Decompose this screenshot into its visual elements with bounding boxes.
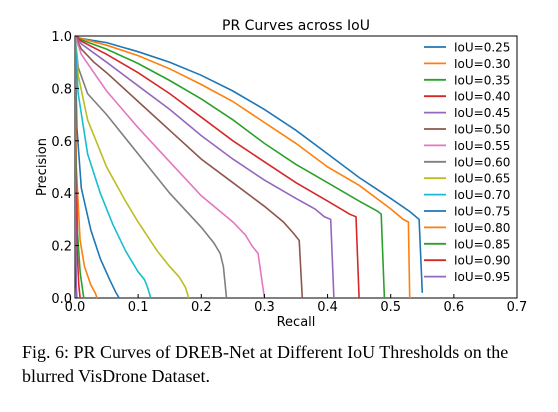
series-line-9 — [75, 35, 190, 299]
series-line-15 — [75, 35, 78, 299]
legend-entry: IoU=0.35 — [454, 73, 510, 87]
y-tick-label: 0.2 — [51, 240, 72, 255]
series-line-3 — [75, 35, 386, 299]
series-line-1 — [75, 35, 424, 293]
series-line-4 — [75, 35, 360, 299]
series-line-7 — [75, 35, 266, 299]
x-tick-label: 0.7 — [507, 300, 528, 315]
legend-entry: IoU=0.25 — [454, 41, 510, 55]
figure-caption: Fig. 6: PR Curves of DREB-Net at Differe… — [22, 342, 509, 386]
x-axis-label: Recall — [277, 315, 316, 330]
y-tick-label: 0.8 — [51, 82, 72, 97]
series-line-10 — [75, 35, 152, 299]
series-line-8 — [75, 35, 228, 299]
chart-title: PR Curves across IoU — [222, 18, 370, 34]
y-tick-label: 0.4 — [51, 187, 72, 202]
x-tick-label: 0.3 — [254, 300, 275, 315]
axis-ticks: 0.0 0.1 0.2 0.3 0.4 0.5 0.6 0.7 0.0 0.2 0.4 0.6 0.8 1… — [51, 30, 527, 315]
legend-entry: IoU=0.65 — [454, 172, 510, 186]
legend-entry: IoU=0.40 — [454, 90, 510, 104]
x-tick-label: 0.0 — [65, 300, 86, 315]
y-tick-label: 0.0 — [51, 292, 72, 307]
y-tick-label: 0.6 — [51, 135, 72, 150]
legend-entry: IoU=0.90 — [454, 254, 510, 268]
legend-entry: IoU=0.60 — [454, 155, 510, 169]
x-tick-label: 0.4 — [317, 300, 338, 315]
y-tick-label: 1.0 — [51, 30, 72, 45]
legend-entry: IoU=0.50 — [454, 123, 510, 137]
x-tick-label: 0.6 — [444, 300, 465, 315]
x-tick-label: 0.2 — [191, 300, 212, 315]
legend: IoU=0.25 IoU=0.30 IoU=0.35 IoU=0.40 IoU=0.45… — [424, 41, 510, 284]
legend-entry: IoU=0.85 — [454, 237, 510, 251]
series-line-2 — [75, 35, 411, 299]
legend-entry: IoU=0.45 — [454, 106, 510, 120]
legend-entry: IoU=0.70 — [454, 188, 510, 202]
legend-entry: IoU=0.80 — [454, 221, 510, 235]
series-line-6 — [75, 35, 304, 299]
series-line-11 — [75, 35, 120, 299]
legend-entry: IoU=0.75 — [454, 205, 510, 219]
x-tick-label: 0.1 — [128, 300, 149, 315]
y-axis-label: Precision — [35, 138, 50, 196]
series-line-5 — [75, 35, 335, 299]
x-tick-label: 0.5 — [380, 300, 401, 315]
curves-group — [75, 35, 424, 299]
legend-entry: IoU=0.30 — [454, 57, 510, 71]
legend-entry: IoU=0.55 — [454, 139, 510, 153]
legend-entry: IoU=0.95 — [454, 270, 510, 284]
pr-curves-chart: 0.0 0.1 0.2 0.3 0.4 0.5 0.6 0.7 0.0 0.2 0.4 0.6 0.8 1… — [35, 18, 527, 330]
